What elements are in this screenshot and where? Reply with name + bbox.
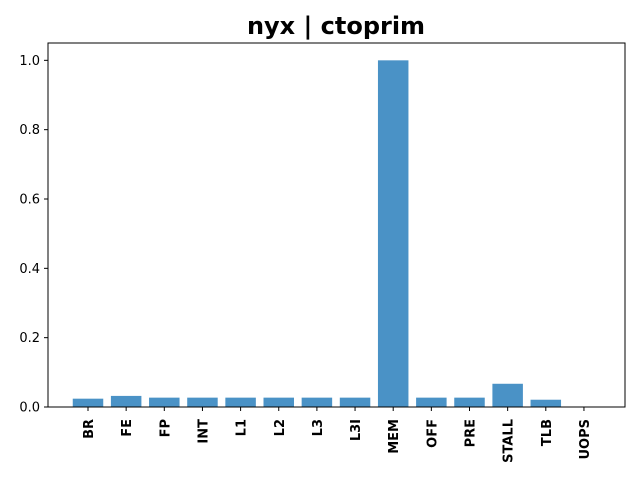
x-tick-label-fe: FE bbox=[120, 419, 135, 437]
x-axis: BR FE FP INT L1 L2 L3 L3I MEM OFF PRE STALL TLB UOPS bbox=[82, 407, 593, 463]
y-tick-label-1: 0.2 bbox=[19, 331, 40, 346]
x-tick-label-l3i: L3I bbox=[349, 419, 364, 441]
x-tick-label-br: BR bbox=[82, 419, 97, 439]
bar-l2 bbox=[263, 397, 294, 407]
bar-br bbox=[72, 398, 104, 407]
bar-pre bbox=[454, 397, 485, 407]
chart-title: nyx | ctoprim bbox=[247, 12, 425, 40]
x-tick-label-l1: L1 bbox=[235, 419, 250, 436]
x-tick-label-int: INT bbox=[196, 419, 211, 444]
x-tick-label-tlb: TLB bbox=[540, 419, 555, 446]
x-tick-label-uops: UOPS bbox=[578, 419, 593, 460]
bar-l1 bbox=[225, 397, 256, 407]
y-tick-label-5: 1.0 bbox=[19, 54, 40, 69]
bar-mem bbox=[377, 60, 409, 407]
x-tick-label-fp: FP bbox=[158, 419, 173, 437]
bar-l3 bbox=[301, 397, 333, 407]
bar-int bbox=[187, 397, 218, 407]
y-tick-label-4: 0.8 bbox=[19, 123, 40, 138]
bar-fp bbox=[149, 397, 180, 407]
x-tick-label-mem: MEM bbox=[387, 419, 402, 454]
y-tick-label-3: 0.6 bbox=[19, 193, 40, 208]
y-tick-label-0: 0.0 bbox=[19, 401, 40, 416]
x-tick-label-l3: L3 bbox=[311, 419, 326, 436]
y-tick-label-2: 0.4 bbox=[19, 262, 40, 277]
bar-fe bbox=[110, 395, 142, 407]
bars-group bbox=[72, 60, 600, 407]
x-tick-label-l2: L2 bbox=[273, 419, 288, 436]
y-axis: 0.0 0.2 0.4 0.6 0.8 1.0 bbox=[19, 54, 48, 416]
x-tick-label-off: OFF bbox=[425, 419, 440, 448]
bar-tlb bbox=[530, 399, 562, 407]
bar-stall bbox=[492, 383, 523, 407]
x-tick-label-pre: PRE bbox=[464, 419, 479, 447]
bar-off bbox=[416, 397, 447, 407]
plot-frame bbox=[47, 42, 626, 408]
bar-l3i bbox=[339, 397, 371, 407]
x-tick-label-stall: STALL bbox=[502, 419, 517, 463]
